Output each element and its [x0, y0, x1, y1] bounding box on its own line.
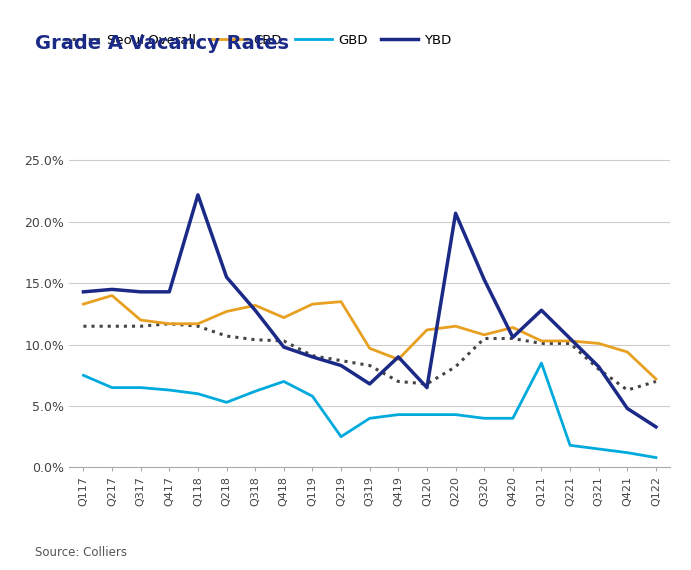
CBD	[394, 356, 402, 363]
GBD	[594, 446, 603, 453]
YBD	[137, 288, 145, 295]
YBD	[108, 286, 116, 293]
YBD	[566, 335, 574, 342]
Seoul Overall	[79, 323, 88, 329]
CBD	[337, 298, 346, 305]
CBD	[566, 337, 574, 344]
Seoul Overall	[223, 333, 231, 340]
GBD	[538, 360, 546, 367]
Seoul Overall	[652, 378, 660, 385]
CBD	[108, 292, 116, 299]
CBD	[79, 301, 88, 308]
Line: CBD: CBD	[84, 295, 656, 379]
GBD	[394, 411, 402, 418]
Seoul Overall	[165, 320, 173, 327]
GBD	[337, 433, 346, 440]
Seoul Overall	[423, 381, 431, 388]
YBD	[337, 362, 346, 369]
CBD	[366, 345, 374, 352]
YBD	[223, 274, 231, 280]
Line: GBD: GBD	[84, 363, 656, 458]
GBD	[451, 411, 460, 418]
Seoul Overall	[394, 378, 402, 385]
Seoul Overall	[594, 366, 603, 373]
GBD	[79, 372, 88, 378]
YBD	[594, 363, 603, 370]
CBD	[538, 337, 546, 344]
GBD	[366, 415, 374, 422]
GBD	[566, 442, 574, 449]
Seoul Overall	[193, 323, 202, 329]
YBD	[623, 405, 632, 412]
YBD	[366, 381, 374, 388]
CBD	[480, 331, 489, 338]
CBD	[165, 320, 173, 327]
GBD	[509, 415, 517, 422]
Seoul Overall	[366, 362, 374, 369]
Legend: Seoul Overall, CBD, GBD, YBD: Seoul Overall, CBD, GBD, YBD	[64, 34, 452, 47]
Seoul Overall	[538, 340, 546, 347]
Seoul Overall	[280, 337, 288, 344]
YBD	[509, 334, 517, 341]
YBD	[480, 276, 489, 283]
YBD	[165, 288, 173, 295]
GBD	[423, 411, 431, 418]
YBD	[280, 344, 288, 351]
GBD	[280, 378, 288, 385]
CBD	[193, 320, 202, 327]
Seoul Overall	[623, 386, 632, 393]
Seoul Overall	[566, 340, 574, 347]
GBD	[623, 449, 632, 456]
YBD	[308, 353, 316, 360]
Seoul Overall	[509, 335, 517, 342]
CBD	[251, 302, 259, 309]
YBD	[251, 307, 259, 314]
CBD	[423, 327, 431, 333]
GBD	[223, 399, 231, 406]
GBD	[108, 384, 116, 391]
YBD	[451, 210, 460, 217]
YBD	[193, 192, 202, 198]
Seoul Overall	[480, 335, 489, 342]
Seoul Overall	[337, 357, 346, 364]
GBD	[193, 390, 202, 397]
YBD	[538, 307, 546, 314]
CBD	[509, 324, 517, 331]
Seoul Overall	[308, 352, 316, 359]
CBD	[308, 301, 316, 308]
YBD	[423, 384, 431, 391]
CBD	[451, 323, 460, 329]
YBD	[652, 424, 660, 430]
GBD	[251, 388, 259, 394]
GBD	[480, 415, 489, 422]
Line: Seoul Overall: Seoul Overall	[84, 324, 656, 390]
GBD	[137, 384, 145, 391]
Seoul Overall	[137, 323, 145, 329]
GBD	[308, 393, 316, 400]
Text: Grade A Vacancy Rates: Grade A Vacancy Rates	[35, 34, 289, 53]
Line: YBD: YBD	[84, 195, 656, 427]
CBD	[223, 308, 231, 315]
YBD	[394, 353, 402, 360]
Seoul Overall	[108, 323, 116, 329]
CBD	[137, 317, 145, 324]
Seoul Overall	[451, 363, 460, 370]
CBD	[623, 349, 632, 356]
Seoul Overall	[251, 336, 259, 343]
CBD	[594, 340, 603, 347]
YBD	[79, 288, 88, 295]
CBD	[280, 314, 288, 321]
CBD	[652, 376, 660, 382]
Text: Source: Colliers: Source: Colliers	[35, 545, 126, 559]
GBD	[165, 386, 173, 393]
GBD	[652, 454, 660, 461]
